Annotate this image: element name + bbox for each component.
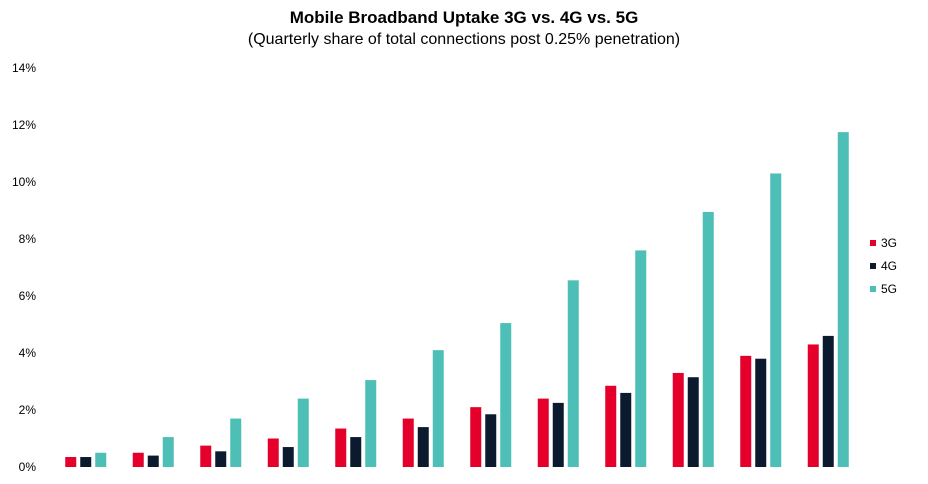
bar-5g-9 [635, 250, 647, 467]
bar-5g-4 [297, 398, 309, 467]
bar-4g-12 [822, 335, 834, 467]
bar-3g-4 [267, 438, 279, 467]
bar-5g-8 [567, 280, 579, 467]
bar-4g-11 [755, 358, 767, 467]
legend-label-4g: 4G [881, 259, 897, 273]
bar-3g-7 [470, 407, 482, 467]
legend-swatch-3g [870, 240, 876, 246]
legend: 3G 4G 5G [870, 236, 897, 296]
bar-4g-3 [215, 451, 227, 467]
legend-label-3g: 3G [881, 236, 897, 250]
bar-5g-7 [500, 323, 512, 467]
bar-5g-6 [432, 350, 444, 467]
bar-5g-2 [162, 437, 174, 467]
y-tick-label: 6% [19, 289, 37, 303]
bar-3g-11 [740, 355, 752, 467]
bar-3g-6 [402, 418, 414, 467]
bar-3g-9 [605, 385, 617, 467]
y-tick-label: 14% [12, 61, 36, 75]
bar-5g-1 [95, 452, 107, 467]
bar-4g-1 [80, 457, 92, 467]
bar-5g-10 [702, 211, 714, 467]
bar-3g-10 [672, 372, 684, 467]
chart-subtitle: (Quarterly share of total connections po… [247, 31, 681, 48]
bar-3g-8 [537, 398, 549, 467]
y-tick-label: 12% [12, 118, 36, 132]
bar-3g-12 [807, 344, 819, 467]
y-tick-label: 2% [19, 403, 37, 417]
chart-title: Mobile Broadband Uptake 3G vs. 4G vs. 5G [289, 8, 639, 27]
bar-3g-3 [200, 445, 212, 467]
bar-5g-12 [837, 132, 849, 467]
bar-4g-5 [350, 437, 362, 467]
bar-4g-9 [620, 392, 632, 467]
legend-swatch-4g [870, 263, 876, 269]
legend-label-5g: 5G [881, 282, 897, 296]
bar-3g-2 [132, 452, 144, 467]
bar-3g-5 [335, 428, 347, 467]
bar-4g-2 [147, 455, 159, 467]
bar-4g-6 [417, 427, 429, 467]
y-axis: 0% 2% 4% 6% 8% 10% 12% 14% [12, 61, 36, 474]
bar-4g-8 [552, 402, 564, 467]
bar-3g-1 [65, 457, 77, 467]
bar-4g-4 [282, 447, 294, 467]
y-tick-label: 10% [12, 175, 36, 189]
y-tick-label: 4% [19, 346, 37, 360]
bar-4g-7 [485, 414, 497, 467]
legend-swatch-5g [870, 286, 876, 292]
bars [65, 132, 849, 467]
bar-5g-5 [365, 380, 377, 467]
y-tick-label: 0% [19, 460, 37, 474]
bar-5g-11 [770, 173, 782, 467]
bar-4g-10 [687, 377, 699, 467]
y-tick-label: 8% [19, 232, 37, 246]
bar-5g-3 [230, 418, 242, 467]
